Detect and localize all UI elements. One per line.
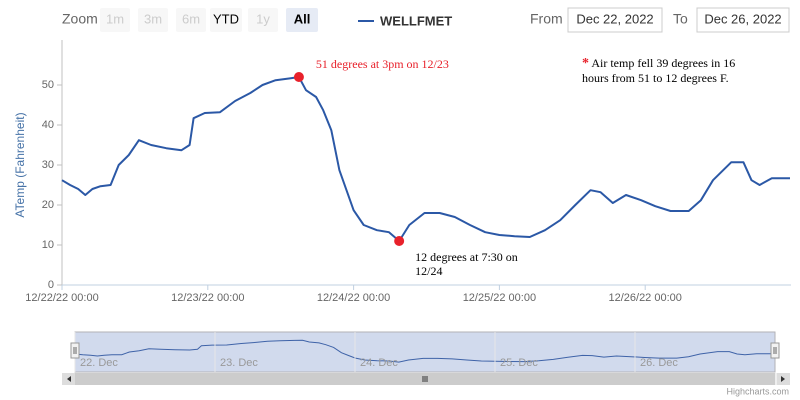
- navigator-line: [74, 339, 774, 363]
- y-tick-label: 40: [42, 119, 54, 131]
- range-button: [176, 8, 206, 32]
- x-tick-label: 12/24/22 00:00: [317, 292, 390, 304]
- y-axis-title: ATemp (Fahrenheit): [13, 112, 27, 217]
- x-tick-label: 12/22/22 00:00: [25, 292, 98, 304]
- annotation-text: 12 degrees at 7:30 on 12/24: [415, 250, 518, 278]
- from-input[interactable]: [567, 7, 663, 33]
- x-tick-label: 12/26/22 00:00: [608, 292, 681, 304]
- range-button: [248, 8, 278, 32]
- annotation-marker: [394, 236, 405, 246]
- range-button-label[interactable]: YTD: [213, 11, 239, 26]
- x-tick-label: 12/25/22 00:00: [463, 292, 536, 304]
- range-button[interactable]: [286, 8, 318, 32]
- y-tick-label: 20: [42, 199, 54, 211]
- annotation-marker: [293, 72, 304, 82]
- to-label: To: [673, 11, 688, 27]
- y-tick-label: 10: [42, 239, 54, 251]
- scrollbar-right-arrow: [781, 376, 785, 382]
- annotation-text: 51 degrees at 3pm on 12/23: [315, 57, 449, 71]
- navigator-label: 25. Dec: [500, 357, 538, 369]
- navigator-mask: [74, 331, 776, 373]
- range-button-label[interactable]: All: [294, 11, 311, 26]
- legend-label[interactable]: WELLFMET: [380, 13, 452, 28]
- range-button-label: 6m: [182, 11, 200, 26]
- navigator-handle[interactable]: [70, 342, 80, 359]
- range-button[interactable]: [210, 8, 242, 32]
- navigator-label: 26. Dec: [640, 357, 678, 369]
- navigator-label: 23. Dec: [220, 357, 258, 369]
- note-symbol: *: [582, 56, 589, 71]
- zoom-label: Zoom: [62, 11, 98, 27]
- from-label: From: [530, 11, 563, 27]
- note: * Air temp fell 39 degrees in 16 hours f…: [582, 56, 762, 85]
- x-tick-label: 12/23/22 00:00: [171, 292, 244, 304]
- credits[interactable]: Highcharts.com: [726, 386, 789, 396]
- range-button-label: 3m: [144, 11, 162, 26]
- navigator-label: 24. Dec: [360, 357, 398, 369]
- range-button-label: 1y: [256, 11, 270, 26]
- navigator-handle[interactable]: [770, 342, 780, 359]
- to-input[interactable]: [696, 7, 790, 33]
- navigator-label: 22. Dec: [80, 357, 118, 369]
- from-date[interactable]: Dec 22, 2022: [576, 11, 653, 26]
- scrollbar-left-arrow: [67, 376, 71, 382]
- note-text: Air temp fell 39 degrees in 16 hours fro…: [582, 56, 736, 85]
- y-tick-label: 50: [42, 79, 54, 91]
- y-tick-label: 30: [42, 159, 54, 171]
- range-button: [138, 8, 168, 32]
- to-date[interactable]: Dec 26, 2022: [704, 11, 781, 26]
- data-line: [61, 76, 790, 242]
- range-button: [100, 8, 130, 32]
- range-button-label: 1m: [106, 11, 124, 26]
- y-tick-label: 0: [48, 279, 54, 291]
